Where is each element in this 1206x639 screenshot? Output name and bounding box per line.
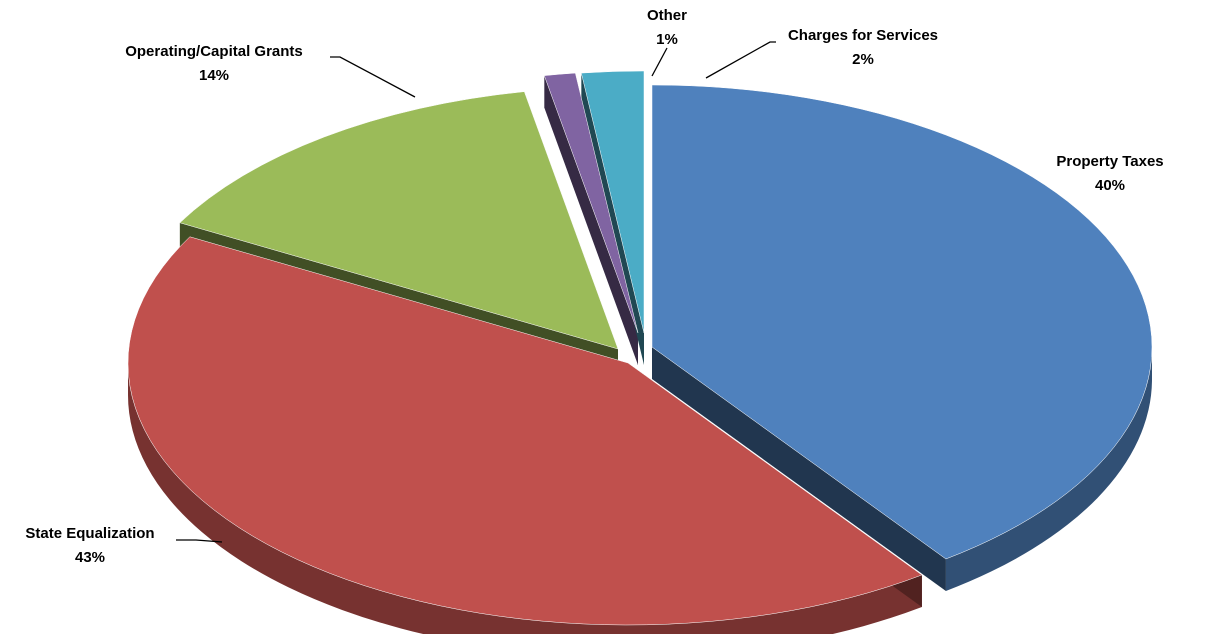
label-other: Other bbox=[647, 7, 687, 24]
leader-line-charges-for-services bbox=[705, 41, 776, 79]
slice-property-taxes bbox=[651, 84, 1153, 560]
leader-line-other bbox=[651, 47, 668, 77]
slice-face-other-start bbox=[544, 75, 638, 365]
value-label-operating-capital-grants: 14% bbox=[199, 67, 229, 84]
slice-side-property-taxes bbox=[945, 347, 1152, 591]
value-label-property-taxes: 40% bbox=[1095, 177, 1125, 194]
value-label-state-equalization: 43% bbox=[75, 549, 105, 566]
slice-other bbox=[543, 72, 639, 334]
leader-lines bbox=[176, 41, 776, 543]
slice-operating-capital-grants bbox=[179, 91, 619, 350]
label-state-equalization: State Equalization bbox=[25, 525, 154, 542]
leader-line-operating-capital-grants bbox=[330, 56, 416, 98]
value-label-other: 1% bbox=[656, 31, 678, 48]
label-operating-capital-grants: Operating/Capital Grants bbox=[125, 43, 303, 60]
slice-face-property-taxes-end bbox=[652, 347, 946, 591]
slice-top-layer bbox=[127, 70, 1153, 626]
slice-state-equalization bbox=[127, 236, 923, 626]
leader-line-state-equalization bbox=[176, 539, 223, 543]
slice-side-state-equalization bbox=[128, 363, 922, 639]
label-charges-for-services: Charges for Services bbox=[788, 27, 938, 44]
slice-charges-for-services bbox=[581, 70, 645, 334]
label-property-taxes: Property Taxes bbox=[1056, 153, 1163, 170]
value-label-charges-for-services: 2% bbox=[852, 51, 874, 68]
data-labels: Property Taxes 40% State Equalization 43% Op… bbox=[25, 7, 1163, 566]
